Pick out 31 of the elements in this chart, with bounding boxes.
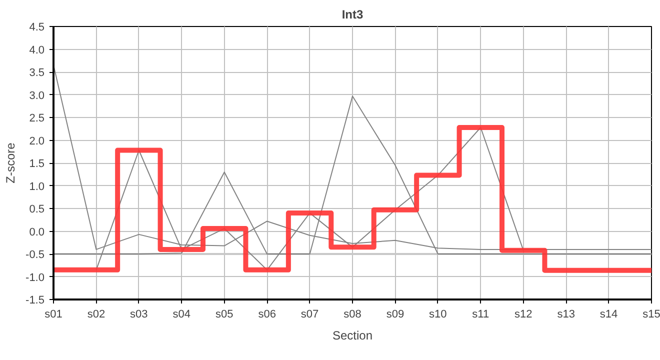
y-axis-title: Z-score (4, 142, 18, 184)
x-tick-label: s05 (215, 308, 234, 320)
y-tick-label: 3.0 (29, 90, 45, 102)
x-tick-label: s09 (386, 308, 404, 320)
y-tick-label: 4.0 (29, 44, 45, 56)
x-tick-label: s12 (514, 308, 532, 320)
y-tick-label: 2.0 (29, 135, 45, 148)
x-axis-title: Section (332, 328, 373, 342)
y-tick-label: 4.5 (29, 22, 45, 34)
y-tick-label: 0.5 (29, 204, 45, 216)
x-tick-label: s07 (300, 308, 319, 320)
y-tick-label: -0.5 (26, 249, 45, 261)
y-tick-label: 1.0 (29, 180, 45, 193)
x-tick-label: s06 (258, 308, 276, 320)
y-tick-label: 2.5 (29, 112, 45, 124)
y-tick-label: -1.5 (26, 294, 45, 306)
x-tick-label: s15 (642, 308, 660, 320)
x-tick-label: s14 (600, 308, 618, 320)
chart-title: Int3 (342, 8, 364, 22)
x-tick-label: s01 (44, 308, 62, 320)
x-tick-label: s02 (87, 308, 106, 320)
x-tick-label: s10 (429, 308, 447, 320)
x-tick-label: s13 (557, 308, 575, 320)
x-tick-label: s08 (344, 308, 362, 320)
x-tick-label: s11 (472, 308, 490, 320)
x-tick-label: s03 (130, 308, 148, 320)
y-tick-label: 3.5 (29, 67, 45, 79)
y-tick-label: 1.5 (29, 158, 45, 170)
x-tick-label: s04 (172, 308, 191, 320)
y-tick-label: -1.0 (26, 272, 45, 284)
y-tick-label: 0.0 (29, 226, 45, 238)
